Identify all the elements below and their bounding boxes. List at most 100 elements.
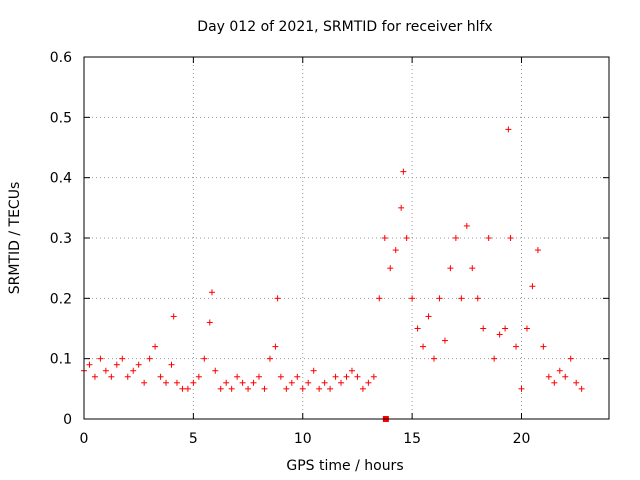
data-point: [108, 373, 115, 380]
data-point: [359, 385, 366, 392]
data-point: [179, 385, 186, 392]
data-point: [354, 373, 361, 380]
data-point: [124, 373, 131, 380]
data-point: [556, 367, 563, 374]
data-point: [327, 385, 334, 392]
data-point: [102, 367, 109, 374]
data-point: [469, 265, 476, 272]
y-tick-label: 0.3: [50, 231, 72, 247]
data-point: [370, 373, 377, 380]
y-axis-label: SRMTID / TECUs: [7, 182, 23, 295]
data-point: [431, 355, 437, 362]
data-point: [135, 361, 142, 368]
scatter-points: [81, 126, 585, 422]
data-point: [400, 168, 407, 175]
data-point: [332, 373, 339, 380]
data-point: [184, 385, 191, 392]
data-point: [348, 367, 355, 374]
data-point: [168, 361, 175, 368]
data-point: [502, 325, 509, 332]
y-tick-label: 0: [63, 412, 72, 428]
data-point: [474, 295, 481, 302]
data-point: [562, 373, 569, 380]
data-point: [436, 295, 443, 302]
data-point: [217, 385, 224, 392]
data-point: [463, 222, 470, 229]
data-point: [152, 343, 159, 350]
data-point: [392, 247, 399, 254]
y-tick-label: 0.6: [50, 50, 72, 66]
data-point: [505, 126, 512, 133]
data-point: [272, 343, 279, 350]
data-point: [398, 204, 405, 211]
x-tick-label: 20: [513, 431, 531, 447]
plot-frame: [83, 56, 610, 420]
x-tick-label: 10: [294, 431, 312, 447]
data-point: [441, 337, 448, 344]
data-point: [266, 355, 273, 362]
data-point: [534, 247, 541, 254]
data-point: [261, 385, 268, 392]
x-tick-label: 15: [403, 431, 421, 447]
axis-ticks: 0 0.1 0.2 0.3 0.4 0.5 0.6 0 5 10 15 20: [50, 50, 609, 447]
data-point: [518, 385, 525, 392]
data-point: [173, 379, 180, 386]
data-point: [277, 373, 284, 380]
data-point: [425, 313, 432, 320]
data-point: [212, 367, 219, 374]
data-point: [228, 385, 235, 392]
data-point: [86, 361, 93, 368]
data-point: [206, 319, 213, 326]
data-point: [234, 373, 241, 380]
data-point: [409, 295, 416, 302]
data-point: [540, 343, 547, 350]
y-tick-label: 0.1: [50, 352, 72, 368]
data-point: [507, 235, 514, 241]
data-point: [223, 379, 230, 386]
data-point: [578, 385, 585, 392]
y-tick-label: 0.4: [50, 171, 72, 187]
data-point: [491, 355, 498, 362]
data-point: [97, 355, 104, 362]
data-point: [414, 325, 421, 332]
data-point: [316, 385, 323, 392]
y-tick-label: 0.5: [50, 110, 72, 126]
data-point: [170, 313, 177, 320]
data-point: [195, 373, 202, 380]
data-point: [365, 379, 372, 386]
data-point: [338, 379, 345, 386]
data-point: [256, 373, 262, 380]
data-point: [567, 355, 574, 362]
data-point: [452, 235, 459, 241]
data-point: [523, 325, 530, 332]
data-point: [387, 265, 394, 272]
data-point: [113, 361, 120, 368]
data-point: [458, 295, 465, 302]
data-point: [190, 379, 197, 386]
data-point: [343, 373, 350, 380]
data-point: [403, 235, 410, 241]
data-point: [208, 289, 215, 296]
data-point: [239, 379, 246, 386]
data-point: [376, 295, 383, 302]
data-point: [573, 379, 580, 386]
data-point: [157, 373, 164, 380]
y-tick-label: 0.2: [50, 291, 72, 307]
data-point: [321, 379, 328, 386]
data-point: [420, 343, 427, 350]
data-point: [245, 385, 252, 392]
data-point: [551, 379, 558, 386]
data-point: [146, 355, 153, 362]
data-point: [545, 373, 552, 380]
data-point: [529, 283, 536, 290]
data-point: [91, 373, 98, 380]
data-point: [130, 367, 137, 374]
chart-title: Day 012 of 2021, SRMTID for receiver hlf…: [197, 19, 492, 35]
data-point: [299, 385, 306, 392]
data-point: [201, 355, 208, 362]
grid-lines: [84, 57, 609, 419]
x-tick-label: 5: [189, 431, 198, 447]
data-point: [310, 367, 317, 374]
data-point: [294, 373, 301, 380]
